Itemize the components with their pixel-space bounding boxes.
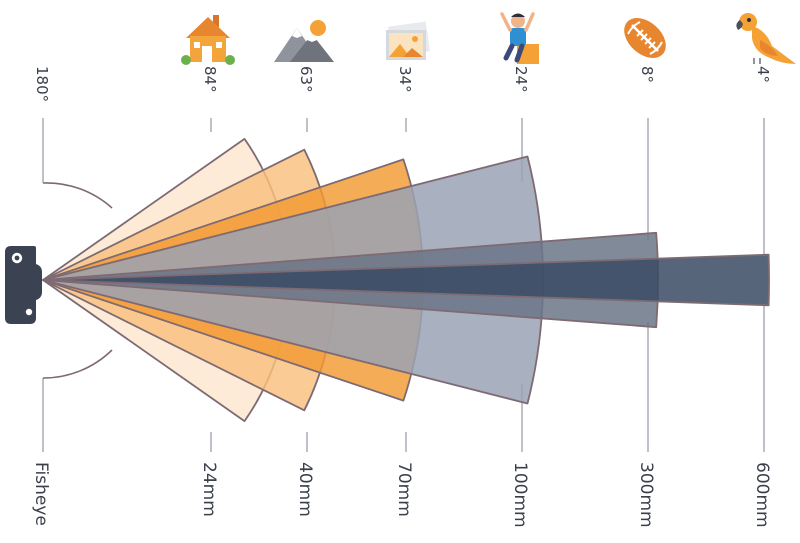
angle-label: 180°: [33, 66, 51, 102]
angle-label: 34°: [396, 66, 414, 93]
lens-wedges: [42, 138, 770, 422]
wedge-600mm: [42, 253, 770, 307]
mountain-icon: [274, 20, 334, 62]
fisheye-arc-bottom: [42, 349, 113, 379]
football-icon: [624, 18, 666, 58]
angle-label: 24°: [512, 66, 530, 93]
focal-length-label: 600mm: [752, 462, 772, 528]
focal-length-label: Fisheye: [31, 462, 51, 526]
angle-label: 8°: [638, 66, 656, 83]
angle-label: 84°: [201, 66, 219, 93]
angle-label: 63°: [297, 66, 315, 93]
picture-icon: [386, 21, 430, 60]
focal-length-label: 40mm: [295, 462, 315, 517]
camera-icon: [5, 246, 42, 324]
focal-length-label: 300mm: [636, 462, 656, 528]
parrot-icon: [736, 13, 796, 64]
focal-length-label: 24mm: [199, 462, 219, 517]
fisheye-arc-top: [42, 182, 113, 209]
focal-length-label: 100mm: [510, 462, 530, 528]
lens-labels: 180° Fisheye 84° 24mm 63° 40mm 34° 70mm 24° 100mm…: [31, 66, 772, 528]
house-icon: [181, 15, 235, 65]
focal-length-label: 70mm: [394, 462, 414, 517]
person-icon: [500, 12, 539, 64]
angle-label: 4°: [754, 66, 772, 83]
guide-lines: [42, 118, 765, 452]
